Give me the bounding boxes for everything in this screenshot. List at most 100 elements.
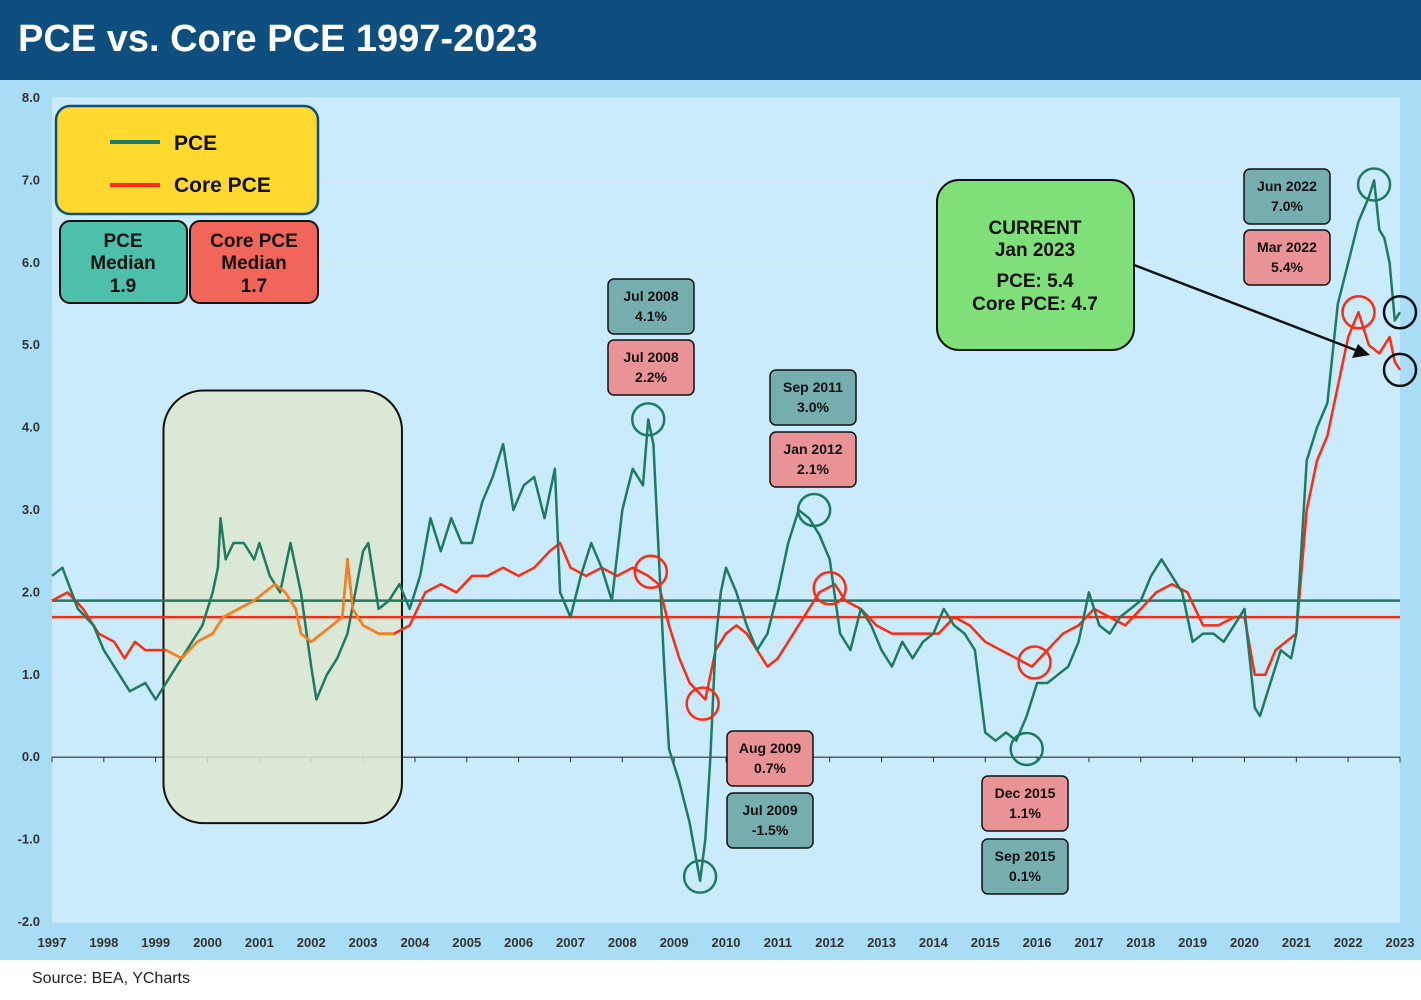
x-tick-label: 2016 [1023,935,1052,950]
highlight-marker [630,402,666,437]
callout-date: Jul 2009 [742,802,797,818]
y-tick-label: 4.0 [22,420,40,435]
legend-pce-label: PCE [174,132,217,155]
y-tick-label: 5.0 [22,337,40,352]
pce-median-box-bg [59,220,188,304]
core-median-line1: Core PCE [210,231,298,252]
core-median-box-bg [189,220,319,304]
legend-box [54,104,320,216]
callout-date: Jun 2022 [1257,178,1317,194]
x-tick-label: 2004 [400,935,430,950]
callout-date: Aug 2009 [739,740,801,756]
highlight-marker [1382,294,1418,330]
callout-value: 3.0% [797,399,829,415]
y-tick-label: 7.0 [22,172,40,187]
x-tick-label: 2020 [1230,935,1259,950]
highlight-marker [1382,352,1418,388]
page-title: PCE vs. Core PCE 1997-2023 [18,18,538,60]
pce-median-line2: Median [90,253,155,274]
callout-box [981,775,1069,832]
y-tick-label: 8.0 [22,90,40,105]
highlight-marker [685,686,720,721]
x-axis: 1997 1998 1999 2000 2001 2002 2003 2004 2005 2006… [38,935,1415,950]
x-tick-label: 2021 [1282,935,1311,950]
callout-box [1243,168,1331,225]
pce-median-value: 1.9 [110,276,136,297]
callout-value: 2.2% [635,369,667,385]
callout-value: -1.5% [752,822,789,838]
x-tick-label: 2000 [193,935,222,950]
callout-box [981,838,1069,895]
highlight-marker [682,859,718,894]
highlight-marker [633,554,669,590]
source-note: Source: BEA, YCharts [32,970,190,987]
callout-box [769,369,857,426]
callout-date: Dec 2015 [995,785,1056,801]
callout-box [607,278,695,335]
y-tick-label: 6.0 [22,255,40,270]
core-pce-line-shaded-segment [165,559,395,660]
callout-date: Sep 2011 [783,379,843,395]
x-tick-label: 2001 [245,935,274,950]
pce-line [51,179,1402,883]
callout-box [769,431,857,488]
x-tick-label: 2014 [919,935,949,950]
x-tick-label: 2009 [660,935,689,950]
callout-value: 0.7% [754,760,786,776]
x-tick-label: 2019 [1178,935,1207,950]
callout-box [726,792,814,849]
x-tick-label: 1997 [38,935,67,950]
callout-box [607,339,695,396]
core-median-box: Core PCE Median 1.7 [189,220,319,304]
callout-box [1243,229,1331,286]
highlight-marker [1017,645,1052,680]
x-tick-label: 2006 [504,935,533,950]
highlight-marker [796,492,832,528]
x-tick-label: 2010 [712,935,741,950]
y-tick-label: 2.0 [22,584,40,599]
pce-median-line1: PCE [103,231,142,252]
x-tick-label: 2013 [867,935,896,950]
y-tick-label: -2.0 [18,914,40,929]
x-tick-label: 2002 [297,935,326,950]
pce-median-box: PCE Median 1.9 [59,220,188,304]
current-line1: CURRENT [989,218,1082,239]
legend: PCE Core PCE [54,104,320,216]
shaded-period [162,389,403,825]
x-tick-label: 2018 [1126,935,1155,950]
x-tick-label: 2017 [1074,935,1103,950]
callout-date: Jul 2008 [623,349,678,365]
y-tick-label: 0.0 [22,749,40,764]
title-bar: PCE vs. Core PCE 1997-2023 [0,0,1421,80]
x-tick-label: 2008 [608,935,637,950]
legend-core-label: Core PCE [174,174,271,197]
current-line2: Jan 2023 [995,240,1075,261]
current-box-bg [936,179,1135,351]
highlight-marker [812,571,847,606]
markers [630,167,1418,894]
x-tick-label: 2011 [764,935,792,950]
callout-value: 5.4% [1271,259,1303,275]
y-tick-label: 3.0 [22,502,40,517]
highlight-marker [1341,294,1376,330]
callout-box [726,730,814,787]
x-tick-label: 2015 [971,935,1000,950]
x-tick-label: 2022 [1334,935,1363,950]
x-tick-label: 2003 [349,935,378,950]
x-tick-label: 2023 [1386,935,1415,950]
callout-date: Sep 2015 [995,848,1056,864]
core-median-value: 1.7 [241,276,267,297]
current-line3: PCE: 5.4 [996,271,1074,292]
current-box: CURRENT Jan 2023 PCE: 5.4 Core PCE: 4.7 [936,179,1135,351]
y-axis: 8.0 7.0 6.0 5.0 4.0 3.0 2.0 1.0 0.0 -1.0 -2.0 [18,90,40,929]
x-tick-label: 1999 [141,935,170,950]
x-tick-label: 2007 [556,935,585,950]
callout-date: Jan 2012 [783,441,842,457]
callout-value: 7.0% [1271,198,1303,214]
y-tick-label: 1.0 [22,667,40,682]
x-tick-label: 1998 [89,935,118,950]
x-tick-label: 2005 [452,935,481,950]
x-tick-label: 2012 [815,935,844,950]
callout-value: 0.1% [1009,868,1041,884]
